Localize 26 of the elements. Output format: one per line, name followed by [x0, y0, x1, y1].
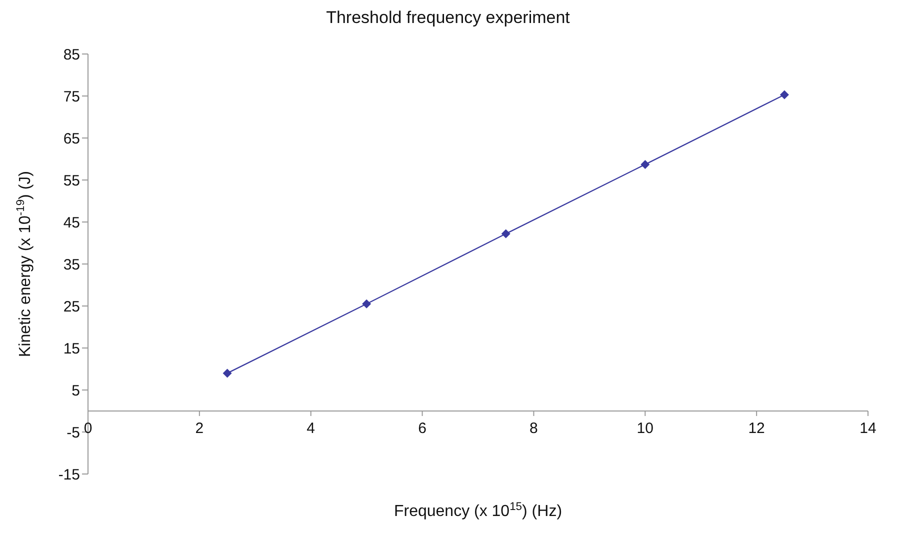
- y-tick-label: 35: [63, 256, 80, 274]
- point: [780, 90, 789, 100]
- x-tick-label: 6: [418, 420, 426, 437]
- y-tick-label: 5: [72, 382, 80, 400]
- x-tick-label: 4: [306, 420, 316, 437]
- y-tick-label: 65: [63, 130, 80, 148]
- x-tick-label: 12: [748, 420, 765, 437]
- x-axis-title: Frequency (x 10$^{15}$) (Hz): [394, 501, 562, 520]
- x-tick-label: 14: [860, 420, 876, 437]
- x-tick-label: 0: [84, 420, 92, 437]
- y-tick-label: 45: [63, 214, 80, 232]
- y-tick-label: 75: [63, 88, 80, 106]
- y-tick-label: 25: [63, 298, 80, 316]
- x-tick-label: 10: [636, 420, 654, 437]
- y-tick-label: 85: [63, 46, 80, 64]
- point: [640, 160, 650, 169]
- y-tick-label: 55: [63, 172, 80, 190]
- chart-title: Threshold frequency experiment: [325, 8, 571, 28]
- point: [222, 368, 232, 378]
- y-tick-label: -15: [58, 466, 80, 484]
- x-tick-label: 2: [195, 420, 204, 437]
- y-tick-label: -5: [66, 424, 80, 442]
- x-tick-label: 8: [530, 420, 538, 437]
- y-tick-label: 15: [63, 340, 80, 358]
- point: [501, 229, 510, 238]
- point: [362, 299, 372, 308]
